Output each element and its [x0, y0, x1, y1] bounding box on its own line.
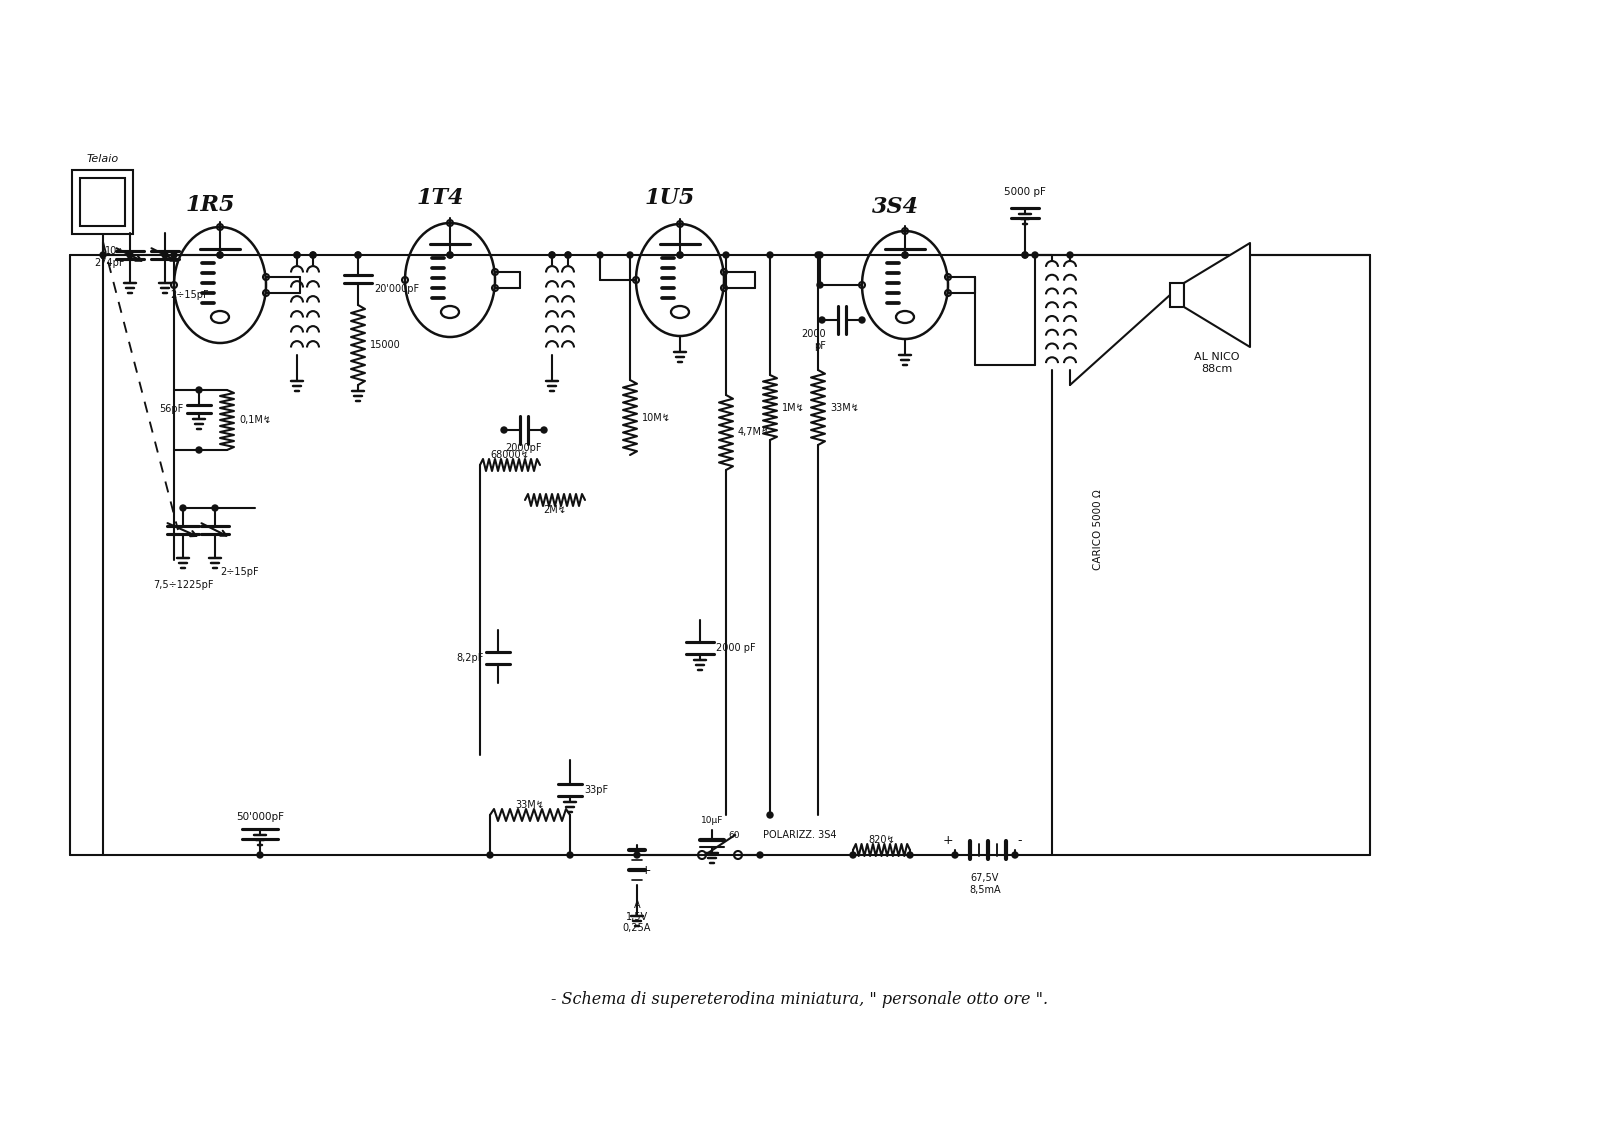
Circle shape	[1032, 252, 1038, 258]
Text: POLARIZZ. 3S4: POLARIZZ. 3S4	[763, 830, 837, 840]
Circle shape	[446, 252, 453, 258]
Text: 1M↯: 1M↯	[782, 403, 805, 413]
Circle shape	[850, 852, 856, 858]
Circle shape	[310, 252, 317, 258]
Text: 33M↯: 33M↯	[515, 800, 544, 810]
Circle shape	[757, 852, 763, 858]
Circle shape	[818, 282, 822, 288]
Text: 4,7M↯: 4,7M↯	[738, 428, 770, 438]
Circle shape	[549, 252, 555, 258]
Text: 820↯: 820↯	[869, 835, 894, 845]
Text: AL NICO
88cm: AL NICO 88cm	[1194, 352, 1240, 374]
Circle shape	[565, 252, 571, 258]
Text: 10÷
274pF: 10÷ 274pF	[94, 247, 125, 268]
Bar	[72, 170, 133, 234]
Circle shape	[171, 252, 178, 258]
Text: 2÷15pF: 2÷15pF	[170, 290, 208, 300]
Circle shape	[902, 252, 909, 258]
Text: 50'000pF: 50'000pF	[237, 812, 285, 822]
Circle shape	[766, 252, 773, 258]
Circle shape	[310, 252, 317, 258]
Circle shape	[549, 252, 555, 258]
Circle shape	[1067, 252, 1074, 258]
Text: 2÷15pF: 2÷15pF	[221, 567, 259, 577]
Circle shape	[902, 252, 909, 258]
Circle shape	[294, 252, 301, 258]
Circle shape	[1022, 252, 1027, 258]
Text: 33pF: 33pF	[584, 785, 608, 795]
Text: +: +	[942, 835, 954, 847]
Circle shape	[179, 506, 186, 511]
Circle shape	[819, 317, 826, 323]
Circle shape	[446, 252, 453, 258]
Circle shape	[218, 252, 222, 258]
Circle shape	[195, 387, 202, 392]
Circle shape	[634, 852, 640, 858]
Polygon shape	[1184, 243, 1250, 347]
Circle shape	[99, 252, 106, 258]
Text: 10M↯: 10M↯	[642, 413, 670, 423]
Circle shape	[723, 252, 730, 258]
Text: 7,5÷1225pF: 7,5÷1225pF	[152, 580, 213, 590]
Text: -: -	[1018, 835, 1021, 847]
Circle shape	[952, 852, 958, 858]
Circle shape	[126, 252, 133, 258]
Circle shape	[859, 317, 866, 323]
Text: 8,2pF: 8,2pF	[456, 653, 483, 663]
Circle shape	[541, 428, 547, 433]
Circle shape	[1022, 252, 1027, 258]
Circle shape	[566, 852, 573, 858]
Circle shape	[677, 252, 683, 258]
Circle shape	[818, 252, 822, 258]
Circle shape	[195, 447, 202, 454]
Text: CARICO 5000 Ω: CARICO 5000 Ω	[1093, 490, 1102, 570]
Circle shape	[211, 506, 218, 511]
Text: 33M↯: 33M↯	[830, 403, 859, 413]
Circle shape	[355, 252, 362, 258]
Text: 68000↯: 68000↯	[491, 450, 530, 460]
Bar	[80, 178, 125, 226]
Text: 5000 pF: 5000 pF	[1005, 187, 1046, 197]
Circle shape	[766, 812, 773, 818]
Circle shape	[627, 252, 634, 258]
Bar	[1170, 283, 1184, 307]
Text: 1R5: 1R5	[186, 195, 235, 216]
Text: A
1,5V
0,25A: A 1,5V 0,25A	[622, 900, 651, 933]
Text: - Schema di supereterodina miniatura, " personale otto ore ".: - Schema di supereterodina miniatura, " …	[552, 992, 1048, 1009]
Text: 56pF: 56pF	[158, 404, 182, 414]
Text: 1U5: 1U5	[645, 187, 694, 209]
Circle shape	[486, 852, 493, 858]
Circle shape	[355, 252, 362, 258]
Circle shape	[501, 428, 507, 433]
Text: 60: 60	[728, 830, 739, 839]
Circle shape	[597, 252, 603, 258]
Text: 2000
pF: 2000 pF	[802, 329, 826, 351]
Text: 1T4: 1T4	[416, 187, 464, 209]
Text: 2000pF: 2000pF	[506, 443, 542, 454]
Circle shape	[218, 252, 222, 258]
Text: 10µF: 10µF	[701, 815, 723, 824]
Circle shape	[814, 252, 821, 258]
Text: Telaio: Telaio	[86, 154, 118, 164]
Text: 20'000pF: 20'000pF	[374, 284, 419, 294]
Circle shape	[907, 852, 914, 858]
Circle shape	[1013, 852, 1018, 858]
Text: 3S4: 3S4	[872, 196, 918, 218]
Text: 0,1M↯: 0,1M↯	[238, 415, 270, 425]
Circle shape	[294, 252, 301, 258]
Text: +: +	[642, 863, 651, 877]
Text: 15000: 15000	[370, 340, 400, 349]
Circle shape	[258, 852, 262, 858]
Circle shape	[677, 252, 683, 258]
Text: 2000 pF: 2000 pF	[717, 644, 755, 653]
Text: 2M↯: 2M↯	[544, 506, 566, 515]
Circle shape	[162, 252, 168, 258]
Text: 67,5V
8,5mA: 67,5V 8,5mA	[970, 873, 1002, 895]
Circle shape	[565, 252, 571, 258]
